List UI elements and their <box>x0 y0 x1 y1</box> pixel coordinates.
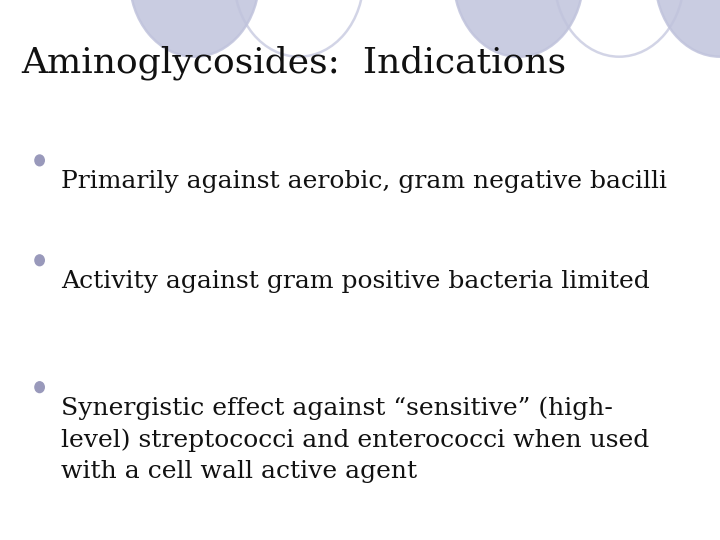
Text: Primarily against aerobic, gram negative bacilli: Primarily against aerobic, gram negative… <box>61 170 667 193</box>
Ellipse shape <box>454 0 583 57</box>
Ellipse shape <box>35 155 45 166</box>
Ellipse shape <box>35 382 45 393</box>
Ellipse shape <box>35 255 45 266</box>
Text: Activity against gram positive bacteria limited: Activity against gram positive bacteria … <box>61 270 650 293</box>
Ellipse shape <box>130 0 259 57</box>
Ellipse shape <box>655 0 720 57</box>
Text: Aminoglycosides:  Indications: Aminoglycosides: Indications <box>22 46 567 80</box>
Text: Synergistic effect against “sensitive” (high-
level) streptococci and enterococc: Synergistic effect against “sensitive” (… <box>61 397 649 483</box>
